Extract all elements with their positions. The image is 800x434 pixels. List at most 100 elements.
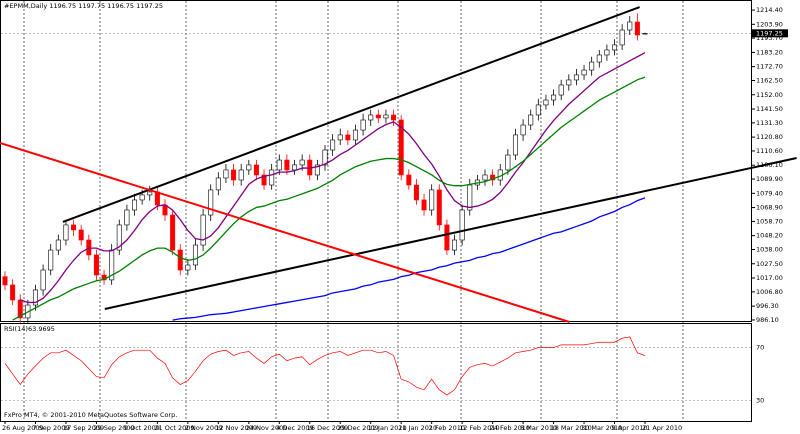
candle-body (543, 99, 549, 106)
candle-body (398, 119, 404, 176)
y-tick-label: 996.30 (756, 302, 779, 310)
y-tick-label: 1079.40 (756, 189, 783, 197)
footer: FxPro MT4, © 2001-2010 MetaQuotes Softwa… (4, 411, 177, 419)
candle-body (520, 124, 526, 136)
x-tick-label: 2 Nov 2009 (185, 424, 223, 432)
y-tick-label: 1214.40 (756, 6, 783, 14)
candle-body (642, 33, 648, 35)
candle-body (482, 174, 488, 181)
candle-body (215, 177, 221, 191)
candle-body (352, 129, 358, 141)
y-tick-label: 1068.90 (756, 204, 783, 212)
y-tick-label: 1017.00 (756, 274, 783, 282)
candle-body (391, 114, 397, 121)
x-tick-label: 29 Sep 2009 (93, 424, 134, 432)
x-tick-label: 12 Nov 2009 (215, 424, 257, 432)
candle-body (596, 54, 602, 63)
x-tick-label: 24 Nov 2009 (246, 424, 288, 432)
y-tick-label: 1152.00 (756, 91, 783, 99)
candle-body (330, 139, 336, 151)
moving-average (12, 76, 646, 321)
candle-body (208, 189, 214, 216)
y-tick-label: 1131.30 (756, 119, 783, 127)
candle-body (261, 174, 267, 186)
x-tick-label: 12 Feb 2010 (459, 424, 499, 432)
candle-body (436, 189, 442, 226)
candle-body (573, 74, 579, 81)
y-tick-label: 1058.70 (756, 217, 783, 225)
candle-body (238, 169, 244, 181)
candle-body (535, 104, 541, 116)
candle-body (86, 239, 92, 256)
candle-body (40, 269, 46, 291)
candle-body (170, 214, 176, 251)
rsi-line (4, 336, 646, 396)
candle-body (421, 199, 427, 211)
x-tick-label: 9 Apr 2010 (612, 424, 648, 432)
candle-body (406, 174, 412, 186)
x-tick-label: 11 Jan 2010 (368, 424, 407, 432)
candle-body (93, 254, 99, 276)
trendline (0, 141, 570, 323)
candle-body (612, 44, 618, 51)
candle-body (375, 114, 381, 119)
x-tick-label: 9 Oct 2009 (124, 424, 160, 432)
candle-body (383, 114, 389, 119)
candle-body (429, 189, 435, 211)
moving-average (20, 52, 646, 304)
y-tick-label: 1141.50 (756, 105, 783, 113)
candle-body (604, 49, 610, 56)
x-tick-label: 24 Feb 2010 (490, 424, 530, 432)
candle-body (345, 134, 351, 141)
y-tick-label: 1110.60 (756, 147, 783, 155)
candle-body (192, 244, 198, 266)
current-price-label: 1197.25 (756, 29, 783, 37)
y-tick-label: 986.10 (756, 316, 779, 324)
candle-body (459, 209, 465, 241)
candle-body (109, 249, 115, 281)
y-tick-label: 1120.80 (756, 133, 783, 141)
candle-body (360, 119, 366, 131)
candle-body (284, 159, 290, 171)
candle-body (124, 209, 130, 226)
trendline (62, 6, 641, 223)
y-tick-label: 1183.20 (756, 48, 783, 56)
x-tick-label: 16 Dec 2009 (307, 424, 349, 432)
candle-body (314, 164, 320, 176)
candle-body (292, 164, 298, 171)
period-separators (23, 1, 684, 421)
x-tick-label: 21 Jan 2010 (398, 424, 437, 432)
y-tick-label: 1100.10 (756, 161, 783, 169)
x-tick-label: 8 Mar 2010 (520, 424, 557, 432)
candle-body (619, 29, 625, 46)
candle-body (253, 164, 259, 176)
candle-body (231, 169, 237, 181)
y-tick-label: 1038.00 (756, 246, 783, 254)
chart-title: #EPMM,Daily 1196.75 1197.75 1196.75 1197… (4, 2, 163, 10)
candle-body (55, 239, 61, 251)
candle-body (185, 264, 191, 271)
candle-body (627, 21, 633, 31)
candle-body (299, 159, 305, 166)
candle-body (566, 79, 572, 86)
y-tick-label: 1193.70 (756, 34, 783, 42)
candle-body (512, 134, 518, 156)
candle-body (444, 224, 450, 251)
candle-body (200, 214, 206, 246)
candle-body (71, 224, 77, 231)
moving-average (172, 197, 646, 321)
candle-body (223, 169, 229, 179)
x-tick-label: 17 Sep 2009 (63, 424, 104, 432)
y-tick-label: 30 (756, 396, 764, 404)
rsi-value: 63.9695 (28, 325, 55, 333)
main-panel (0, 0, 752, 322)
candle-body (139, 194, 145, 201)
y-tick-label: 70 (756, 344, 764, 352)
candle-body (413, 184, 419, 201)
x-tick-label: 21 Oct 2009 (154, 424, 194, 432)
candle-body (337, 134, 343, 141)
y-tick-label: 1172.70 (756, 63, 783, 71)
candle-body (634, 21, 640, 36)
x-tick-label: 26 Aug 2009 (2, 424, 44, 432)
